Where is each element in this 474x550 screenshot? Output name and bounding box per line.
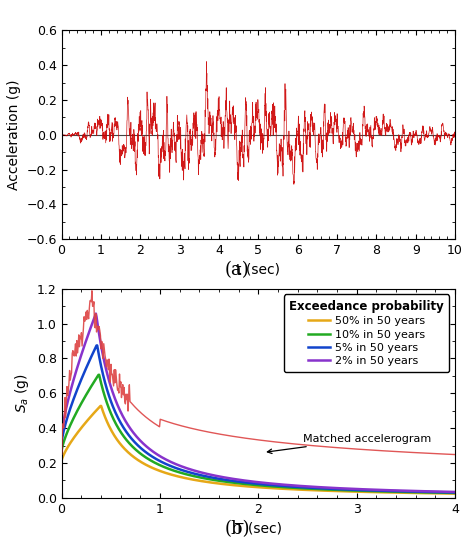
10% in 50 years <box>96 371 102 378</box>
Line: 50% in 50 years: 50% in 50 years <box>62 406 455 494</box>
5% in 50 years <box>129 436 135 442</box>
2% in 50 years <box>292 482 297 489</box>
50% in 50 years <box>129 452 135 459</box>
Line: 2% in 50 years: 2% in 50 years <box>62 314 455 492</box>
50% in 50 years <box>98 403 104 409</box>
10% in 50 years <box>356 487 361 494</box>
50% in 50 years <box>161 469 166 476</box>
Y-axis label: $S_a$ (g): $S_a$ (g) <box>13 373 31 413</box>
10% in 50 years <box>129 443 135 449</box>
Y-axis label: Acceleration (g): Acceleration (g) <box>7 80 21 190</box>
2% in 50 years <box>322 484 328 491</box>
Legend: 50% in 50 years, 10% in 50 years, 5% in 50 years, 2% in 50 years: 50% in 50 years, 10% in 50 years, 5% in … <box>283 294 449 372</box>
Line: 10% in 50 years: 10% in 50 years <box>62 375 455 493</box>
X-axis label: t (sec): t (sec) <box>237 263 280 277</box>
10% in 50 years <box>161 464 166 470</box>
10% in 50 years <box>237 480 243 487</box>
10% in 50 years <box>59 447 64 453</box>
2% in 50 years <box>452 488 458 495</box>
5% in 50 years <box>94 342 100 349</box>
5% in 50 years <box>356 487 361 493</box>
Text: (b): (b) <box>224 520 250 538</box>
2% in 50 years <box>161 455 166 461</box>
Line: 5% in 50 years: 5% in 50 years <box>62 345 455 492</box>
2% in 50 years <box>59 430 64 437</box>
5% in 50 years <box>59 438 64 445</box>
50% in 50 years <box>237 482 243 489</box>
50% in 50 years <box>59 457 64 464</box>
X-axis label: T (sec): T (sec) <box>235 521 282 535</box>
2% in 50 years <box>356 486 361 492</box>
Text: (a): (a) <box>225 261 249 279</box>
50% in 50 years <box>356 488 361 495</box>
2% in 50 years <box>93 310 99 317</box>
10% in 50 years <box>322 486 328 493</box>
5% in 50 years <box>237 478 243 485</box>
2% in 50 years <box>237 477 243 483</box>
5% in 50 years <box>292 483 297 490</box>
5% in 50 years <box>452 489 458 496</box>
50% in 50 years <box>322 487 328 494</box>
2% in 50 years <box>129 427 135 434</box>
5% in 50 years <box>161 460 166 466</box>
50% in 50 years <box>292 486 297 493</box>
10% in 50 years <box>452 490 458 496</box>
5% in 50 years <box>322 485 328 492</box>
10% in 50 years <box>292 485 297 491</box>
Text: Matched accelerogram: Matched accelerogram <box>267 433 431 454</box>
50% in 50 years <box>452 491 458 497</box>
